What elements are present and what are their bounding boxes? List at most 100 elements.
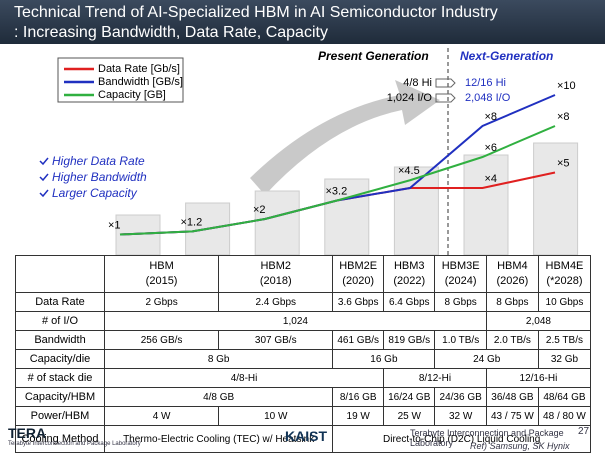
cell: 4/8-Hi	[103, 368, 385, 388]
data-label: ×10	[557, 80, 576, 92]
row-header: Data Rate	[15, 292, 105, 312]
cell: 25 W	[383, 406, 436, 426]
cell: 3.6 Gbps	[332, 292, 385, 312]
data-label: ×5	[557, 157, 570, 169]
data-label: ×1.2	[181, 216, 203, 228]
present-io: 1,024 I/O	[387, 92, 433, 104]
table-row: # of stack die 4/8-Hi 8/12-Hi 12/16-Hi	[15, 368, 592, 388]
row-header: Bandwidth	[15, 330, 105, 350]
col-header: HBM2E (2020)	[332, 255, 385, 293]
slide-title: Technical Trend of AI-Specialized HBM in…	[14, 4, 498, 21]
col-header: HBM4E (*2028)	[537, 255, 592, 293]
legend-label: Bandwidth [GB/s]	[98, 76, 183, 88]
cell: 2,048	[485, 311, 592, 331]
trend-arrow	[250, 80, 440, 195]
check-mark	[39, 173, 49, 182]
cell: 8 Gbps	[434, 292, 487, 312]
col-header: HBM4 (2026)	[485, 255, 539, 293]
transition-arrows	[435, 78, 456, 103]
data-label: ×2	[253, 204, 266, 216]
cell: 8/16 GB	[332, 387, 385, 407]
cell: 461 GB/s	[332, 330, 385, 350]
building	[254, 190, 300, 256]
lab-full: Terabyte Interconnection and Package Lab…	[8, 441, 141, 447]
cell: Direct-to-Chip (D2C) Liquid Cooling	[332, 425, 591, 453]
cell: 12/16-Hi	[485, 368, 592, 388]
reference: Ref) Samsung, SK Hynix	[470, 441, 570, 451]
present-label: Present Generation	[318, 49, 429, 63]
table-row: Capacity/HBM 4/8 GB 8/16 GB 16/24 GB 24/36 G…	[15, 387, 592, 407]
highlight: Larger Capacity	[52, 186, 138, 200]
table-row: Data Rate 2 Gbps 2.4 Gbps 3.6 Gbps 6.4 Gbps 8…	[15, 292, 592, 312]
cell: 19 W	[332, 406, 385, 426]
check-mark	[39, 189, 49, 198]
cell: 43 / 75 W	[485, 406, 539, 426]
data-label: ×4.5	[398, 165, 420, 177]
cell: 8/12-Hi	[383, 368, 487, 388]
col-header: HBM3 (2022)	[383, 255, 436, 293]
highlight: Higher Data Rate	[52, 154, 145, 168]
legend-label: Capacity [GB]	[98, 89, 166, 101]
lab-name: Terabyte Interconnection and Package Lab…	[410, 428, 564, 448]
next-label: Next-Generation	[460, 49, 553, 63]
table-row: Capacity/die 8 Gb 16 Gb 24 Gb 32 Gb	[15, 349, 592, 369]
cell: 256 GB/s	[103, 330, 220, 350]
cell: 10 Gbps	[537, 292, 592, 312]
cell: 32 W	[434, 406, 487, 426]
building	[533, 142, 579, 256]
data-label: ×1	[108, 219, 121, 231]
col-header: HBM (2015)	[103, 255, 220, 293]
next-io: 2,048 I/O	[465, 92, 511, 104]
highlight: Higher Bandwidth	[52, 170, 147, 184]
cell: 819 GB/s	[383, 330, 436, 350]
table-row: # of I/O 1,024 2,048	[15, 311, 592, 331]
legend-box	[57, 57, 184, 103]
cell: 2 Gbps	[103, 292, 220, 312]
table-body: Data Rate 2 Gbps 2.4 Gbps 3.6 Gbps 6.4 Gbps 8…	[15, 292, 592, 453]
building	[463, 154, 509, 256]
building	[324, 178, 370, 256]
cell: 24 Gb	[434, 349, 539, 369]
cell: 16/24 GB	[383, 387, 436, 407]
cell: 1.0 TB/s	[434, 330, 487, 350]
cell: 2.0 TB/s	[485, 330, 539, 350]
cell: 48/64 GB	[537, 387, 592, 407]
cell: 16 Gb	[332, 349, 436, 369]
cell: 48 / 80 W	[537, 406, 592, 426]
table-row: Cooling Method Thermo-Electric Cooling (T…	[15, 425, 591, 453]
cell: 10 W	[218, 406, 334, 426]
page-number: 27	[578, 426, 590, 437]
data-label: ×8	[485, 111, 498, 123]
series-line	[119, 125, 556, 236]
school-logo: KAIST	[285, 428, 327, 444]
cell: 6.4 Gbps	[383, 292, 436, 312]
lab-logo: TERA	[8, 425, 47, 441]
cell: 4/8 GB	[103, 387, 334, 407]
cell: 2.4 Gbps	[218, 292, 334, 312]
spec-table: HBM (2015) HBM2 (2018) HBM2E (2020) HBM3 (20…	[15, 255, 592, 453]
cell: 8 Gb	[103, 349, 334, 369]
next-hi: 12/16 Hi	[465, 77, 506, 89]
row-header: Power/HBM	[15, 406, 105, 426]
cell: 307 GB/s	[218, 330, 334, 350]
table-row: Power/HBM 4 W 10 W 19 W 25 W 32 W 43 / 75 W 48 …	[15, 406, 592, 426]
legend-label: Data Rate [Gb/s]	[98, 63, 180, 75]
title-bar: Technical Trend of AI-Specialized HBM in…	[0, 0, 605, 44]
row-header: # of I/O	[15, 311, 105, 331]
slide-subtitle: : Increasing Bandwidth, Data Rate, Capac…	[14, 24, 328, 41]
cell: 4 W	[103, 406, 220, 426]
corner	[15, 255, 105, 293]
cell: 8 Gbps	[485, 292, 539, 312]
data-label: ×8	[557, 111, 570, 123]
table-row: Bandwidth 256 GB/s 307 GB/s 461 GB/s 819 GB/…	[15, 330, 592, 350]
cell: 36/48 GB	[485, 387, 539, 407]
col-header: HBM3E (2024)	[434, 255, 487, 293]
present-hi: 4/8 Hi	[403, 77, 432, 89]
row-header: Capacity/die	[15, 349, 105, 369]
cell: Thermo-Electric Cooling (TEC) w/ Heatsin…	[103, 425, 334, 453]
data-label: ×4	[485, 173, 498, 185]
cell: 24/36 GB	[434, 387, 487, 407]
data-label: ×3.2	[326, 185, 348, 197]
